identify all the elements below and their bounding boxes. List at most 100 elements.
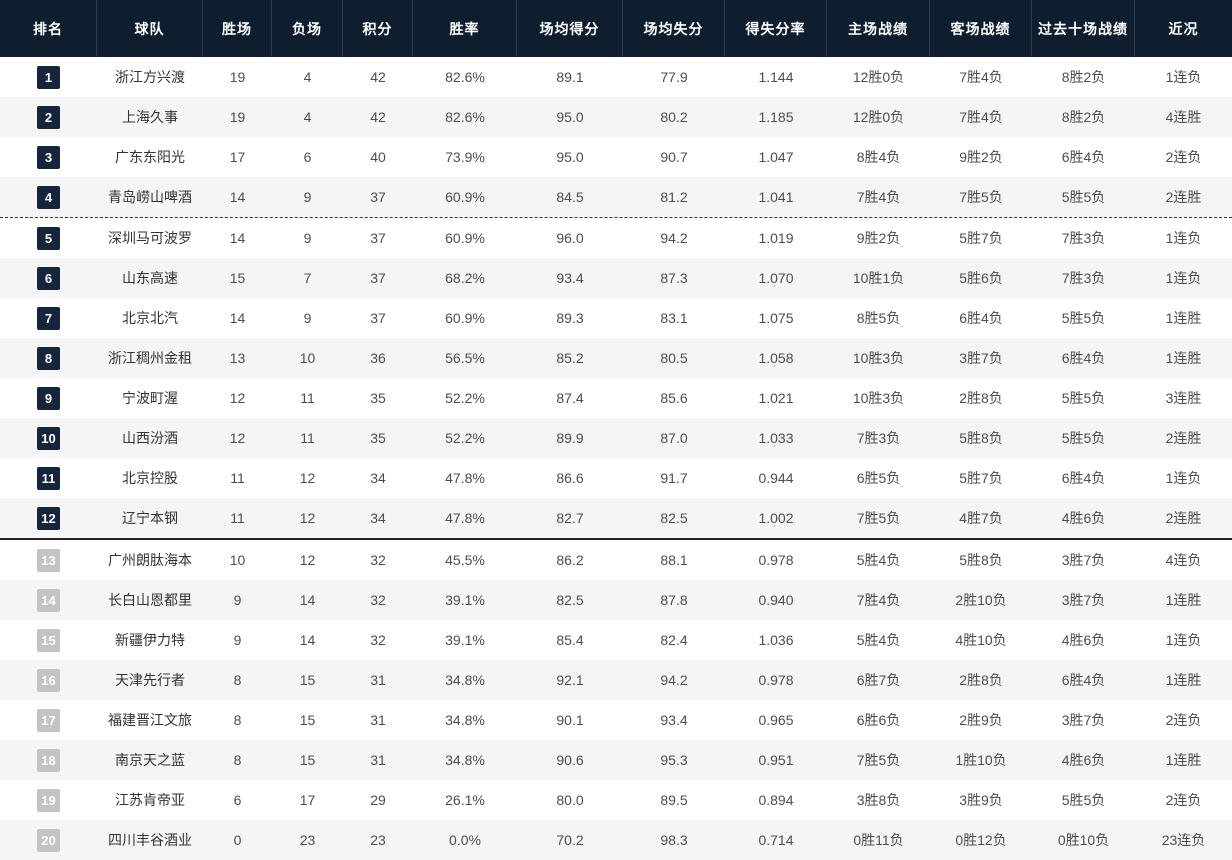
cell-score_ratio: 0.965	[758, 712, 794, 728]
column-header-avg_allowed: 场均失分	[623, 0, 725, 57]
cell-score_ratio: 0.978	[758, 552, 794, 568]
rank-cell: 5	[0, 218, 97, 258]
cell-points: 23	[370, 832, 386, 848]
cell-score_ratio: 0.940	[758, 592, 794, 608]
cell-avg_allowed: 98.3	[660, 832, 688, 848]
team-name: 北京控股	[122, 470, 178, 486]
cell-avg_scored: 70.2	[556, 832, 584, 848]
cell-losses: 10	[299, 350, 316, 366]
cell-home_record: 6胜6负	[856, 712, 901, 728]
rank-cell: 18	[0, 740, 97, 780]
cell-wins: 12	[229, 430, 246, 446]
team-name: 北京北汽	[122, 310, 178, 326]
column-header-win_rate: 胜率	[413, 0, 517, 57]
column-header-score_ratio: 得失分率	[725, 0, 827, 57]
table-row: 19 江苏肯帝亚 6 17 29 26.1% 80.0 89.5 0.894 3胜8负 3胜9负 5胜…	[0, 780, 1232, 820]
cell-wins: 14	[229, 310, 246, 326]
rank-badge: 12	[37, 506, 60, 530]
rank-cell: 17	[0, 700, 97, 740]
cell-win_rate: 52.2%	[445, 390, 485, 406]
cell-win_rate: 60.9%	[445, 230, 485, 246]
rank-cell: 2	[0, 97, 97, 137]
team-name: 长白山恩都里	[108, 592, 192, 608]
cell-avg_allowed: 82.4	[660, 632, 688, 648]
cell-last10: 4胜6负	[1061, 752, 1106, 768]
rank-cell: 14	[0, 580, 97, 620]
cell-wins: 11	[230, 470, 245, 486]
table-row: 1 浙江方兴渡 19 4 42 82.6% 89.1 77.9 1.144 12胜0负 7胜4负 8胜…	[0, 57, 1232, 97]
cell-wins: 8	[233, 712, 242, 728]
cell-score_ratio: 1.058	[758, 350, 794, 366]
rank-badge: 11	[37, 466, 60, 490]
cell-losses: 23	[299, 832, 316, 848]
cell-recent: 4连负	[1165, 552, 1202, 568]
cell-away_record: 3胜7负	[959, 350, 1003, 366]
cell-points: 35	[370, 390, 386, 406]
cell-wins: 13	[229, 350, 246, 366]
cell-losses: 14	[299, 592, 316, 608]
cell-losses: 12	[299, 510, 316, 526]
cell-avg_scored: 85.4	[556, 632, 584, 648]
rank-cell: 3	[0, 137, 97, 177]
rank-badge: 4	[37, 185, 60, 209]
cell-wins: 14	[229, 189, 246, 205]
rank-cell: 13	[0, 540, 97, 580]
column-header-home_record: 主场战绩	[827, 0, 930, 57]
cell-recent: 2连胜	[1165, 189, 1202, 205]
rank-cell: 16	[0, 660, 97, 700]
rank-cell: 1	[0, 57, 97, 97]
cell-recent: 2连胜	[1165, 430, 1202, 446]
cell-avg_allowed: 94.2	[660, 672, 688, 688]
rank-badge: 17	[37, 708, 60, 732]
team-name: 深圳马可波罗	[108, 230, 192, 246]
cell-win_rate: 47.8%	[445, 510, 485, 526]
team-name: 浙江方兴渡	[115, 69, 185, 85]
rank-badge: 19	[37, 788, 60, 812]
rank-badge: 14	[37, 588, 60, 612]
cell-points: 35	[370, 430, 386, 446]
cell-away_record: 2胜8负	[959, 390, 1003, 406]
cell-avg_allowed: 87.8	[660, 592, 688, 608]
cell-avg_scored: 89.9	[556, 430, 584, 446]
team-name: 浙江稠州金租	[108, 350, 192, 366]
cell-score_ratio: 1.185	[758, 109, 794, 125]
cell-score_ratio: 1.002	[758, 510, 794, 526]
rank-badge: 13	[37, 548, 60, 572]
cell-wins: 10	[229, 552, 246, 568]
rank-badge: 3	[37, 145, 60, 169]
cell-last10: 0胜10负	[1057, 832, 1110, 848]
cell-score_ratio: 1.075	[758, 310, 794, 326]
rank-badge: 20	[37, 828, 60, 852]
cell-home_record: 10胜3负	[852, 390, 905, 406]
cell-away_record: 7胜4负	[959, 109, 1003, 125]
cell-win_rate: 0.0%	[449, 832, 481, 848]
cell-losses: 14	[299, 632, 316, 648]
cell-last10: 7胜3负	[1061, 270, 1106, 286]
cell-away_record: 6胜4负	[959, 310, 1003, 326]
cell-win_rate: 34.8%	[445, 752, 485, 768]
team-name: 辽宁本钢	[122, 510, 178, 526]
cell-avg_allowed: 91.7	[660, 470, 688, 486]
cell-avg_allowed: 94.2	[660, 230, 688, 246]
cell-recent: 1连胜	[1165, 592, 1202, 608]
cell-score_ratio: 1.047	[758, 149, 794, 165]
cell-avg_scored: 90.6	[556, 752, 584, 768]
cell-avg_allowed: 83.1	[660, 310, 688, 326]
table-row: 14 长白山恩都里 9 14 32 39.1% 82.5 87.8 0.940 7胜4负 2胜10负…	[0, 580, 1232, 620]
cell-recent: 2连胜	[1165, 510, 1202, 526]
table-body: 1 浙江方兴渡 19 4 42 82.6% 89.1 77.9 1.144 12胜0负 7胜4负 8胜…	[0, 57, 1232, 860]
rank-badge: 8	[37, 346, 60, 370]
cell-home_record: 7胜5负	[856, 510, 901, 526]
table-header: 排名 球队 胜场 负场 积分 胜率 场均得分 场均失分 得失分率 主场战绩 客场战绩 过去十场战绩 近况	[0, 0, 1232, 57]
cell-wins: 9	[233, 592, 242, 608]
cell-recent: 1连胜	[1165, 310, 1202, 326]
cell-points: 34	[370, 470, 386, 486]
rank-cell: 12	[0, 498, 97, 538]
cell-avg_allowed: 87.3	[660, 270, 688, 286]
cell-away_record: 5胜8负	[959, 552, 1003, 568]
cell-avg_scored: 82.5	[556, 592, 584, 608]
cell-score_ratio: 1.021	[758, 390, 794, 406]
cell-losses: 9	[303, 189, 312, 205]
cell-wins: 8	[233, 672, 242, 688]
cell-wins: 15	[229, 270, 246, 286]
